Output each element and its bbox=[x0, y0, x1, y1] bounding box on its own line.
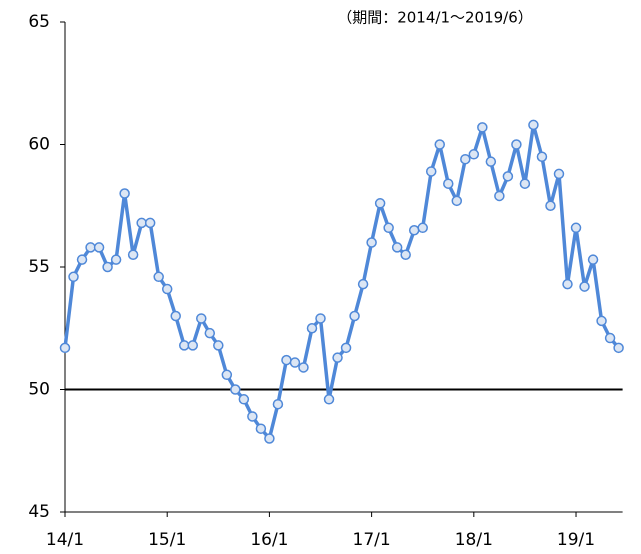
point bbox=[102, 261, 113, 273]
point bbox=[230, 384, 241, 395]
point bbox=[59, 342, 71, 354]
point bbox=[596, 315, 607, 327]
series-line bbox=[63, 123, 620, 441]
point bbox=[153, 271, 164, 283]
point bbox=[204, 327, 216, 339]
point bbox=[613, 342, 624, 354]
point bbox=[425, 166, 437, 177]
point bbox=[247, 411, 258, 422]
point bbox=[434, 139, 445, 150]
point bbox=[443, 178, 454, 189]
point bbox=[604, 332, 616, 344]
point bbox=[170, 310, 181, 322]
point bbox=[528, 119, 539, 131]
point bbox=[136, 217, 147, 229]
point bbox=[238, 394, 250, 405]
point bbox=[553, 168, 565, 180]
point bbox=[298, 362, 309, 373]
x-tick-label: 19/1 bbox=[557, 530, 595, 550]
annotation: （期間：2014/1～2019/6） bbox=[337, 9, 533, 27]
point bbox=[349, 310, 360, 322]
point bbox=[562, 278, 573, 290]
y-tick-label: 55 bbox=[28, 257, 50, 277]
point bbox=[511, 139, 522, 150]
point bbox=[383, 222, 394, 234]
point bbox=[340, 342, 352, 354]
point bbox=[323, 394, 335, 405]
point bbox=[187, 340, 199, 351]
point bbox=[144, 217, 156, 229]
point bbox=[519, 178, 531, 189]
point bbox=[579, 281, 590, 292]
point bbox=[85, 242, 96, 253]
point bbox=[306, 323, 318, 334]
x-tick-label: 16/1 bbox=[250, 530, 288, 550]
point bbox=[315, 313, 326, 324]
point bbox=[408, 225, 420, 236]
point bbox=[468, 149, 480, 160]
point bbox=[213, 340, 224, 351]
x-tick-label: 15/1 bbox=[148, 530, 186, 550]
point bbox=[570, 222, 582, 234]
point bbox=[460, 153, 471, 165]
y-tick-label: 50 bbox=[28, 380, 50, 400]
point bbox=[545, 200, 556, 211]
point bbox=[400, 249, 411, 260]
point bbox=[196, 313, 207, 324]
point bbox=[119, 188, 130, 199]
point bbox=[451, 195, 463, 207]
point bbox=[417, 222, 428, 234]
point bbox=[93, 242, 105, 253]
point bbox=[374, 198, 386, 209]
y-tick-label: 45 bbox=[28, 502, 50, 522]
point bbox=[161, 283, 173, 295]
point bbox=[477, 122, 488, 133]
point bbox=[281, 354, 292, 366]
point bbox=[76, 254, 88, 265]
point bbox=[289, 357, 301, 368]
point bbox=[68, 271, 79, 283]
point bbox=[485, 156, 497, 167]
point bbox=[391, 242, 403, 253]
point bbox=[127, 249, 139, 260]
x-tick-label: 14/1 bbox=[46, 530, 84, 550]
point bbox=[272, 398, 284, 410]
point bbox=[264, 433, 275, 444]
point bbox=[221, 369, 233, 381]
point bbox=[366, 237, 377, 248]
x-tick-label: 18/1 bbox=[455, 530, 493, 550]
y-tick-label: 65 bbox=[28, 12, 50, 32]
x-tick-label: 17/1 bbox=[353, 530, 391, 550]
y-tick-label: 60 bbox=[28, 135, 50, 155]
point bbox=[494, 190, 505, 202]
point bbox=[332, 352, 343, 363]
point bbox=[110, 254, 122, 265]
point bbox=[178, 340, 190, 351]
point bbox=[357, 278, 369, 290]
point bbox=[587, 254, 599, 265]
point bbox=[502, 171, 514, 182]
point bbox=[536, 151, 548, 162]
point bbox=[255, 423, 267, 434]
